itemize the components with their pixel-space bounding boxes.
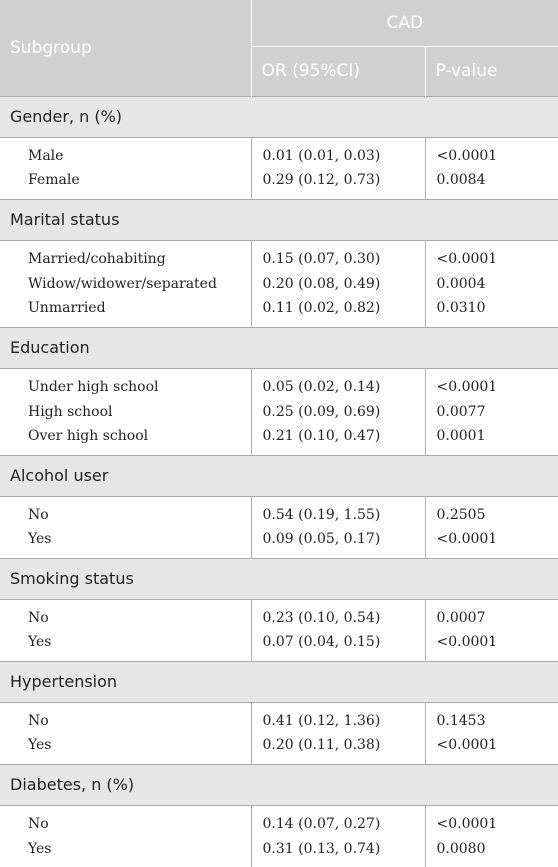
p-value: 0.0001	[436, 428, 486, 445]
p-value-header: P-value	[425, 46, 558, 96]
group-row: Marital status	[0, 198, 558, 241]
group-title: Smoking status	[0, 557, 558, 600]
row-label: No	[0, 805, 252, 836]
p-value: 0.0080	[436, 840, 486, 857]
header-row-top: Subgroup CAD	[0, 0, 558, 96]
or-ci-value: 0.25 (0.09, 0.69)	[251, 399, 426, 424]
group-row: Alcohol user	[0, 454, 558, 497]
p-value: 0.2505	[436, 506, 486, 523]
p-value: 0.0007	[436, 609, 486, 626]
or-ci-value: 0.54 (0.19, 1.55)	[251, 496, 426, 527]
p-value: <0.0001	[436, 250, 498, 267]
row-label: Yes	[0, 527, 252, 558]
row-label: Female	[0, 168, 252, 199]
table-row: Female 0.29 (0.12, 0.73) 0.0084	[0, 168, 558, 199]
or-ci-value: 0.20 (0.11, 0.38)	[251, 733, 426, 764]
row-label: Yes	[0, 630, 252, 661]
or-ci-value: 0.31 (0.13, 0.74)	[251, 836, 426, 867]
row-label: Yes	[0, 836, 252, 867]
cad-header: CAD	[251, 0, 558, 47]
p-value: <0.0001	[436, 634, 498, 651]
or-ci-value: 0.14 (0.07, 0.27)	[251, 805, 426, 836]
row-label: Widow/widower/separated	[0, 271, 252, 296]
row-label: Under high school	[0, 368, 252, 399]
group-row: Gender, n (%)	[0, 95, 558, 138]
group-title: Diabetes, n (%)	[0, 763, 558, 806]
or-ci-value: 0.29 (0.12, 0.73)	[251, 168, 426, 199]
table-row: Male 0.01 (0.01, 0.03) <0.0001	[0, 137, 558, 168]
or-ci-value: 0.41 (0.12, 1.36)	[251, 702, 426, 733]
table-row: Yes 0.07 (0.04, 0.15) <0.0001	[0, 630, 558, 661]
or-ci-value: 0.09 (0.05, 0.17)	[251, 527, 426, 558]
or-ci-value: 0.01 (0.01, 0.03)	[251, 137, 426, 168]
p-value: <0.0001	[436, 737, 498, 754]
p-value: 0.0084	[436, 172, 486, 189]
table-body: Gender, n (%) Male 0.01 (0.01, 0.03) <0.000…	[0, 95, 558, 867]
table-row: No 0.23 (0.10, 0.54) 0.0007	[0, 599, 558, 630]
row-label: Over high school	[0, 424, 252, 455]
group-row: Diabetes, n (%)	[0, 763, 558, 806]
group-row: Hypertension	[0, 660, 558, 703]
row-label: Married/cohabiting	[0, 240, 252, 271]
group-row: Education	[0, 326, 558, 369]
row-label: No	[0, 702, 252, 733]
group-title: Education	[0, 326, 558, 369]
table-header: Subgroup CAD OR (95%CI) P-value	[0, 0, 558, 96]
table-row: Married/cohabiting 0.15 (0.07, 0.30) <0.00…	[0, 240, 558, 271]
table-row: Yes 0.09 (0.05, 0.17) <0.0001	[0, 527, 558, 558]
table-row: No 0.54 (0.19, 1.55) 0.2505	[0, 496, 558, 527]
table-row: Over high school 0.21 (0.10, 0.47) 0.0001	[0, 424, 558, 455]
p-value: 0.0004	[436, 275, 486, 292]
table-row: Widow/widower/separated 0.20 (0.08, 0.49)…	[0, 271, 558, 296]
subgroup-header: Subgroup	[0, 0, 252, 96]
table-row: Yes 0.31 (0.13, 0.74) 0.0080	[0, 836, 558, 867]
or-ci-value: 0.21 (0.10, 0.47)	[251, 424, 426, 455]
row-label: Unmarried	[0, 296, 252, 327]
or-ci-value: 0.07 (0.04, 0.15)	[251, 630, 426, 661]
p-value: 0.0077	[436, 403, 486, 420]
group-title: Hypertension	[0, 660, 558, 703]
p-value: 0.1453	[436, 712, 486, 729]
row-label: Yes	[0, 733, 252, 764]
or-ci-value: 0.11 (0.02, 0.82)	[251, 296, 426, 327]
group-title: Gender, n (%)	[0, 95, 558, 138]
p-value: <0.0001	[436, 378, 498, 395]
p-value: <0.0001	[436, 815, 498, 832]
group-title: Alcohol user	[0, 454, 558, 497]
table-row: No 0.41 (0.12, 1.36) 0.1453	[0, 702, 558, 733]
or-ci-header: OR (95%CI)	[251, 46, 426, 96]
header-row-bottom: OR (95%CI) P-value	[0, 46, 558, 96]
row-label: High school	[0, 399, 252, 424]
row-label: No	[0, 599, 252, 630]
row-label: No	[0, 496, 252, 527]
or-ci-value: 0.15 (0.07, 0.30)	[251, 240, 426, 271]
row-label: Male	[0, 137, 252, 168]
p-value: 0.0310	[436, 300, 486, 317]
p-value: <0.0001	[436, 147, 498, 164]
or-ci-value: 0.05 (0.02, 0.14)	[251, 368, 426, 399]
table-row: Unmarried 0.11 (0.02, 0.82) 0.0310	[0, 296, 558, 327]
or-ci-value: 0.23 (0.10, 0.54)	[251, 599, 426, 630]
p-value: <0.0001	[436, 531, 498, 548]
table-row: Yes 0.20 (0.11, 0.38) <0.0001	[0, 733, 558, 764]
table-row: High school 0.25 (0.09, 0.69) 0.0077	[0, 399, 558, 424]
or-ci-value: 0.20 (0.08, 0.49)	[251, 271, 426, 296]
group-row: Smoking status	[0, 557, 558, 600]
table-row: No 0.14 (0.07, 0.27) <0.0001	[0, 805, 558, 836]
table-row: Under high school 0.05 (0.02, 0.14) <0.000…	[0, 368, 558, 399]
group-title: Marital status	[0, 198, 558, 241]
